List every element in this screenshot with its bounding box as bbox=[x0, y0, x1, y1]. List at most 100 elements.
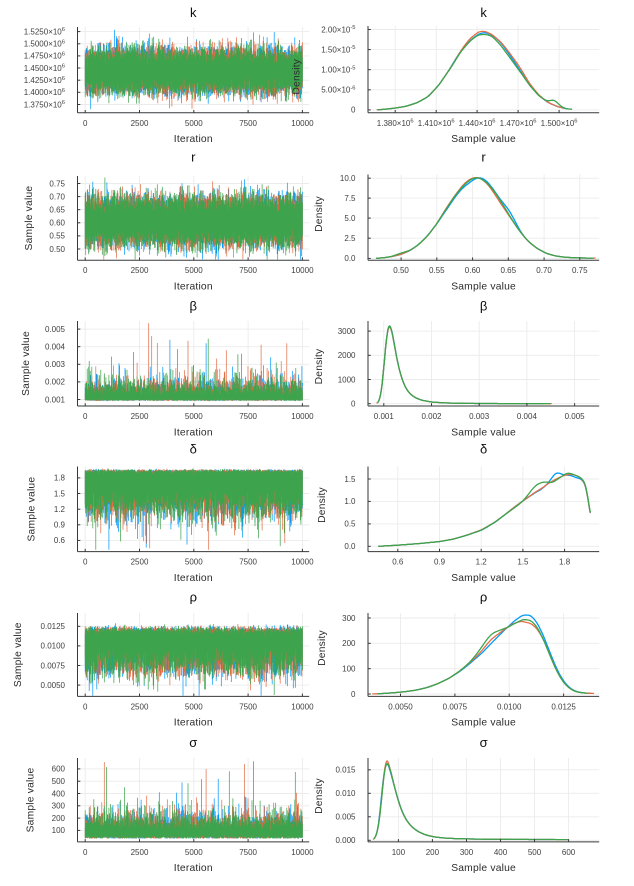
svg-text:1.50×10-5: 1.50×10-5 bbox=[321, 45, 355, 54]
svg-text:300: 300 bbox=[342, 614, 356, 623]
svg-text:500: 500 bbox=[52, 777, 66, 786]
svg-text:Density: Density bbox=[292, 58, 303, 94]
svg-text:0.75: 0.75 bbox=[49, 179, 65, 188]
svg-text:100: 100 bbox=[392, 848, 406, 857]
svg-text:Iteration: Iteration bbox=[174, 282, 213, 293]
svg-text:0.55: 0.55 bbox=[49, 232, 65, 241]
svg-text:100: 100 bbox=[52, 826, 66, 835]
svg-text:10000: 10000 bbox=[291, 266, 314, 275]
svg-text:0.0125: 0.0125 bbox=[41, 622, 66, 631]
svg-text:5000: 5000 bbox=[185, 702, 203, 711]
svg-text:5000: 5000 bbox=[185, 266, 203, 275]
svg-text:Iteration: Iteration bbox=[174, 573, 213, 584]
svg-text:0.0050: 0.0050 bbox=[41, 681, 66, 690]
svg-text:2.5: 2.5 bbox=[344, 234, 356, 243]
svg-text:2500: 2500 bbox=[131, 412, 149, 421]
svg-text:7500: 7500 bbox=[239, 558, 257, 567]
svg-text:1.4250×106: 1.4250×106 bbox=[24, 76, 65, 85]
svg-text:0: 0 bbox=[83, 266, 88, 275]
svg-text:7500: 7500 bbox=[239, 702, 257, 711]
svg-text:400: 400 bbox=[52, 789, 66, 798]
svg-text:0.001: 0.001 bbox=[374, 412, 395, 421]
svg-text:r: r bbox=[481, 149, 486, 164]
svg-text:0.003: 0.003 bbox=[469, 412, 490, 421]
svg-text:0.0125: 0.0125 bbox=[551, 702, 576, 711]
svg-text:1.3750×106: 1.3750×106 bbox=[24, 100, 65, 109]
svg-text:5.0: 5.0 bbox=[344, 214, 356, 223]
svg-text:Sample value: Sample value bbox=[26, 768, 37, 833]
svg-text:1.500×106: 1.500×106 bbox=[541, 119, 578, 128]
svg-text:Sample value: Sample value bbox=[451, 863, 516, 874]
svg-text:3000: 3000 bbox=[338, 327, 356, 336]
svg-text:0: 0 bbox=[83, 119, 88, 128]
svg-text:0.50: 0.50 bbox=[49, 245, 65, 254]
svg-text:1.380×106: 1.380×106 bbox=[377, 119, 414, 128]
svg-text:0.005: 0.005 bbox=[565, 412, 586, 421]
svg-text:0.003: 0.003 bbox=[45, 360, 66, 369]
svg-text:1.00×10-5: 1.00×10-5 bbox=[321, 65, 355, 74]
svg-text:0.5: 0.5 bbox=[344, 520, 356, 529]
svg-text:0.65: 0.65 bbox=[49, 206, 65, 215]
svg-text:0.0075: 0.0075 bbox=[41, 661, 66, 670]
svg-text:0: 0 bbox=[83, 702, 88, 711]
svg-text:0.0075: 0.0075 bbox=[443, 702, 468, 711]
svg-text:5000: 5000 bbox=[185, 119, 203, 128]
svg-text:10000: 10000 bbox=[291, 119, 314, 128]
svg-text:2000: 2000 bbox=[338, 351, 356, 360]
svg-text:0: 0 bbox=[83, 558, 88, 567]
svg-text:0.55: 0.55 bbox=[429, 266, 445, 275]
svg-text:0.004: 0.004 bbox=[45, 343, 66, 352]
svg-text:7500: 7500 bbox=[239, 412, 257, 421]
svg-text:Sample value: Sample value bbox=[26, 477, 37, 542]
svg-text:2.00×10-5: 2.00×10-5 bbox=[321, 25, 355, 34]
svg-text:1.4000×106: 1.4000×106 bbox=[24, 88, 65, 97]
svg-text:1.8: 1.8 bbox=[559, 558, 571, 567]
svg-text:δ: δ bbox=[480, 441, 487, 456]
svg-text:0.70: 0.70 bbox=[536, 266, 552, 275]
svg-text:σ: σ bbox=[480, 735, 488, 750]
svg-text:0.6: 0.6 bbox=[54, 536, 66, 545]
svg-text:5000: 5000 bbox=[185, 848, 203, 857]
svg-text:0.75: 0.75 bbox=[572, 266, 588, 275]
svg-text:1.2: 1.2 bbox=[54, 505, 66, 514]
svg-text:0: 0 bbox=[83, 848, 88, 857]
svg-text:5000: 5000 bbox=[185, 412, 203, 421]
svg-text:Iteration: Iteration bbox=[174, 427, 213, 438]
svg-text:1.5: 1.5 bbox=[344, 475, 356, 484]
svg-text:1.8: 1.8 bbox=[54, 474, 66, 483]
svg-text:2500: 2500 bbox=[131, 119, 149, 128]
svg-text:400: 400 bbox=[494, 848, 508, 857]
svg-text:1.5: 1.5 bbox=[517, 558, 529, 567]
svg-text:Sample value: Sample value bbox=[451, 427, 516, 438]
svg-text:0.001: 0.001 bbox=[45, 395, 66, 404]
svg-text:7500: 7500 bbox=[239, 848, 257, 857]
svg-text:10000: 10000 bbox=[291, 702, 314, 711]
svg-text:1.4750×106: 1.4750×106 bbox=[24, 52, 65, 61]
svg-text:1.4500×106: 1.4500×106 bbox=[24, 64, 65, 73]
svg-text:0.010: 0.010 bbox=[335, 789, 356, 798]
svg-text:Density: Density bbox=[314, 777, 325, 813]
svg-text:200: 200 bbox=[52, 814, 66, 823]
svg-text:Sample value: Sample value bbox=[451, 282, 516, 293]
svg-text:0.0050: 0.0050 bbox=[388, 702, 413, 711]
svg-text:1.410×106: 1.410×106 bbox=[418, 119, 455, 128]
svg-text:0.60: 0.60 bbox=[49, 219, 65, 228]
svg-text:Sample value: Sample value bbox=[451, 573, 516, 584]
svg-text:1.5000×106: 1.5000×106 bbox=[24, 39, 65, 48]
svg-text:7.5: 7.5 bbox=[344, 194, 356, 203]
svg-text:δ: δ bbox=[190, 441, 197, 456]
svg-text:5.00×10-6: 5.00×10-6 bbox=[321, 85, 355, 94]
svg-text:7500: 7500 bbox=[239, 119, 257, 128]
svg-text:500: 500 bbox=[528, 848, 542, 857]
svg-text:0: 0 bbox=[351, 400, 356, 409]
svg-text:1.5250×106: 1.5250×106 bbox=[24, 27, 65, 36]
svg-text:0.004: 0.004 bbox=[517, 412, 538, 421]
svg-text:2500: 2500 bbox=[131, 558, 149, 567]
svg-text:10000: 10000 bbox=[291, 412, 314, 421]
svg-text:0: 0 bbox=[351, 690, 356, 699]
svg-text:ρ: ρ bbox=[190, 589, 197, 604]
svg-text:r: r bbox=[191, 149, 196, 164]
svg-text:0.000: 0.000 bbox=[335, 836, 356, 845]
svg-text:1000: 1000 bbox=[338, 375, 356, 384]
svg-text:0.002: 0.002 bbox=[421, 412, 442, 421]
